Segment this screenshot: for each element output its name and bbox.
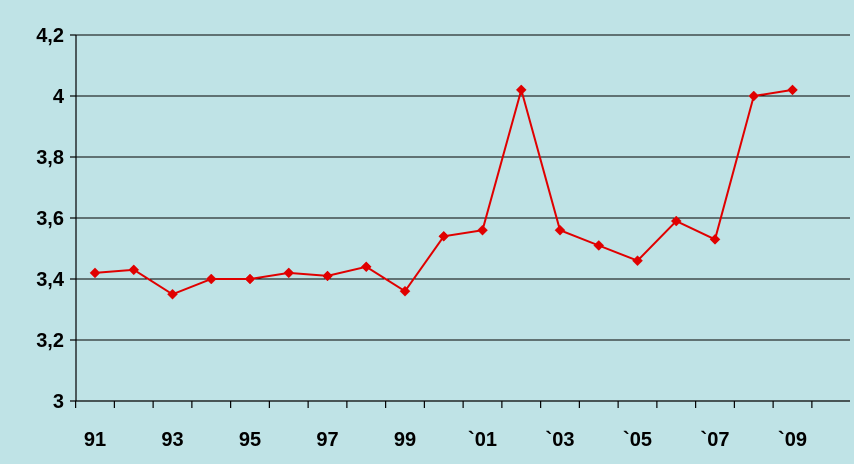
data-point (244, 273, 256, 285)
data-point (748, 90, 760, 102)
y-tick-label: 3,4 (36, 269, 65, 291)
series-layer (89, 84, 798, 300)
data-point (593, 240, 605, 251)
x-tick-label: 93 (161, 429, 183, 451)
x-tick-label: `01 (468, 429, 497, 451)
x-tick-label: 91 (84, 429, 106, 451)
x-tick-label: `09 (778, 429, 807, 451)
y-tick-label: 3 (53, 391, 64, 413)
data-point (515, 84, 527, 96)
data-point (283, 267, 295, 279)
data-point (205, 273, 217, 285)
y-tick-label: 4 (53, 86, 65, 108)
data-point (632, 255, 643, 267)
data-point (670, 215, 682, 227)
data-point (322, 270, 333, 282)
data-point (477, 224, 488, 236)
x-tick-label: `03 (546, 429, 575, 451)
data-point (89, 267, 101, 279)
data-point (787, 84, 798, 96)
y-tick-label: 3,8 (36, 147, 64, 169)
x-tick-label: `07 (701, 429, 730, 451)
data-point (399, 285, 411, 297)
y-tick-label: 4,2 (36, 25, 64, 47)
label-layer: 3 3,2 3,4 3,6 3,8 4 4,2 91 93 95 97 99 `01 `03 `05 `07 `… (36, 25, 807, 451)
y-tick-label: 3,2 (36, 330, 64, 352)
data-point (360, 261, 372, 273)
x-tick-label: `05 (623, 429, 652, 451)
x-tick-label: 97 (316, 429, 338, 451)
data-point (167, 288, 178, 300)
data-point (709, 233, 721, 245)
data-point (438, 230, 450, 242)
x-tick-label: 95 (239, 429, 261, 451)
axis-layer (70, 34, 850, 408)
data-point (128, 264, 140, 276)
data-point (554, 224, 566, 236)
grid-layer (76, 34, 850, 341)
x-tick-label: 99 (394, 429, 416, 451)
y-tick-label: 3,6 (36, 208, 64, 230)
